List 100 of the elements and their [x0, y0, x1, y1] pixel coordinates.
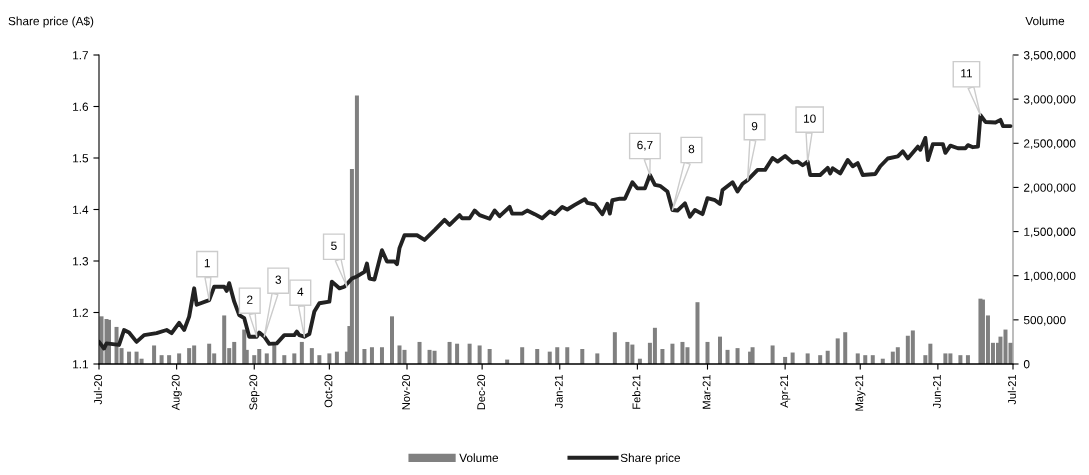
y-tick-label: 1.7	[73, 51, 88, 60]
y-tick-label: 1.2	[73, 308, 88, 317]
bar	[535, 348, 540, 364]
bar	[695, 302, 700, 364]
x-tick-label: Mar-21	[702, 374, 711, 409]
bar	[309, 348, 314, 364]
x-tick-label: Nov-20	[402, 374, 410, 410]
x-tick-label: Dec-20	[477, 374, 486, 410]
annotation: 4	[297, 287, 304, 296]
x-tick-label: Oct-20	[324, 374, 333, 408]
bar	[660, 348, 665, 364]
x-tick-label: Apr-21	[780, 374, 791, 408]
y-tick-label: 1.3	[73, 257, 89, 266]
bar	[222, 315, 227, 364]
bar	[895, 347, 900, 364]
bar	[910, 330, 915, 364]
annotation: 10	[804, 114, 816, 123]
bar	[207, 343, 212, 364]
bar	[520, 347, 525, 364]
bar	[282, 355, 287, 364]
bar	[863, 355, 868, 364]
x-tick-label: Jul-20	[93, 374, 102, 405]
bar	[447, 341, 452, 364]
bar	[477, 345, 482, 364]
y2-tick-label: 0	[1023, 360, 1030, 369]
y2-tick-label: 1,500,000	[1024, 227, 1076, 238]
annotation: 11	[961, 69, 972, 78]
bar	[299, 341, 304, 364]
y2-tick-label: 2,500,000	[1024, 139, 1076, 150]
bar	[354, 95, 359, 364]
y-tick-label: 1.1	[73, 360, 89, 369]
bar	[770, 345, 775, 364]
bar	[805, 353, 810, 364]
y2-tick-label: 500,000	[1023, 315, 1066, 326]
legend-label: Share price	[620, 453, 681, 465]
bar	[292, 353, 297, 364]
bar	[327, 353, 332, 364]
bar	[264, 353, 269, 364]
annotation: 1	[204, 259, 210, 268]
bar	[718, 336, 723, 364]
y2-tick-label: 1,000,000	[1024, 271, 1076, 282]
x-tick-label: Feb-21	[632, 374, 641, 409]
annotation: 2	[247, 295, 253, 304]
bar	[487, 348, 492, 364]
bar	[152, 345, 157, 364]
annotation: 3	[275, 275, 282, 284]
bar	[595, 353, 600, 364]
y2-tick-label: 3,500,000	[1023, 51, 1076, 61]
bar	[455, 343, 460, 364]
x-tick-label: May-21	[855, 374, 866, 411]
bar	[843, 332, 848, 364]
bar	[870, 355, 875, 364]
bar	[835, 338, 840, 364]
legend-label: Volume	[459, 453, 499, 463]
bar	[417, 341, 422, 364]
bar	[369, 347, 374, 364]
bar	[177, 353, 182, 364]
x-tick-label: Sep-20	[249, 374, 260, 410]
annotation: 8	[688, 144, 695, 154]
bar	[389, 316, 394, 364]
bar	[187, 348, 192, 364]
bar	[612, 332, 617, 364]
bar	[705, 341, 710, 364]
annotation: 6,7	[637, 140, 653, 151]
bar	[565, 347, 570, 364]
bar	[825, 350, 830, 364]
bar	[652, 327, 657, 364]
x-tick-label: Jun-21	[932, 374, 941, 409]
bar	[818, 355, 823, 364]
bar	[725, 349, 730, 364]
y2-axis-title: Volume	[1025, 16, 1065, 26]
bar	[317, 355, 322, 364]
y2-tick-label: 3,000,000	[1023, 95, 1076, 105]
bar	[670, 343, 675, 364]
bar	[943, 353, 948, 364]
bar	[467, 343, 472, 364]
bar	[580, 348, 585, 364]
bar	[958, 355, 963, 364]
x-tick-label: Jan-21	[554, 374, 563, 409]
bar	[167, 355, 172, 364]
x-tick-label: Jul-21	[1007, 374, 1016, 405]
y-axis-title: Share price (A$)	[8, 16, 94, 28]
bar	[379, 347, 384, 364]
bar	[362, 348, 367, 364]
x-tick-label: Aug-20	[171, 374, 182, 411]
y2-tick-label: 2,000,000	[1024, 183, 1076, 194]
bar	[555, 347, 560, 364]
y-tick-label: 1.4	[73, 205, 89, 214]
bar	[680, 341, 685, 364]
bar	[159, 355, 164, 364]
bar	[735, 348, 740, 364]
line-series	[99, 113, 1013, 351]
y-tick-label: 1.6	[73, 102, 89, 111]
annotation: 9	[751, 121, 758, 131]
bar	[625, 341, 630, 364]
bar	[750, 347, 755, 364]
y-tick-label: 1.5	[73, 154, 89, 163]
bar	[855, 353, 860, 364]
annotation: 5	[331, 241, 337, 250]
bar	[432, 350, 437, 364]
